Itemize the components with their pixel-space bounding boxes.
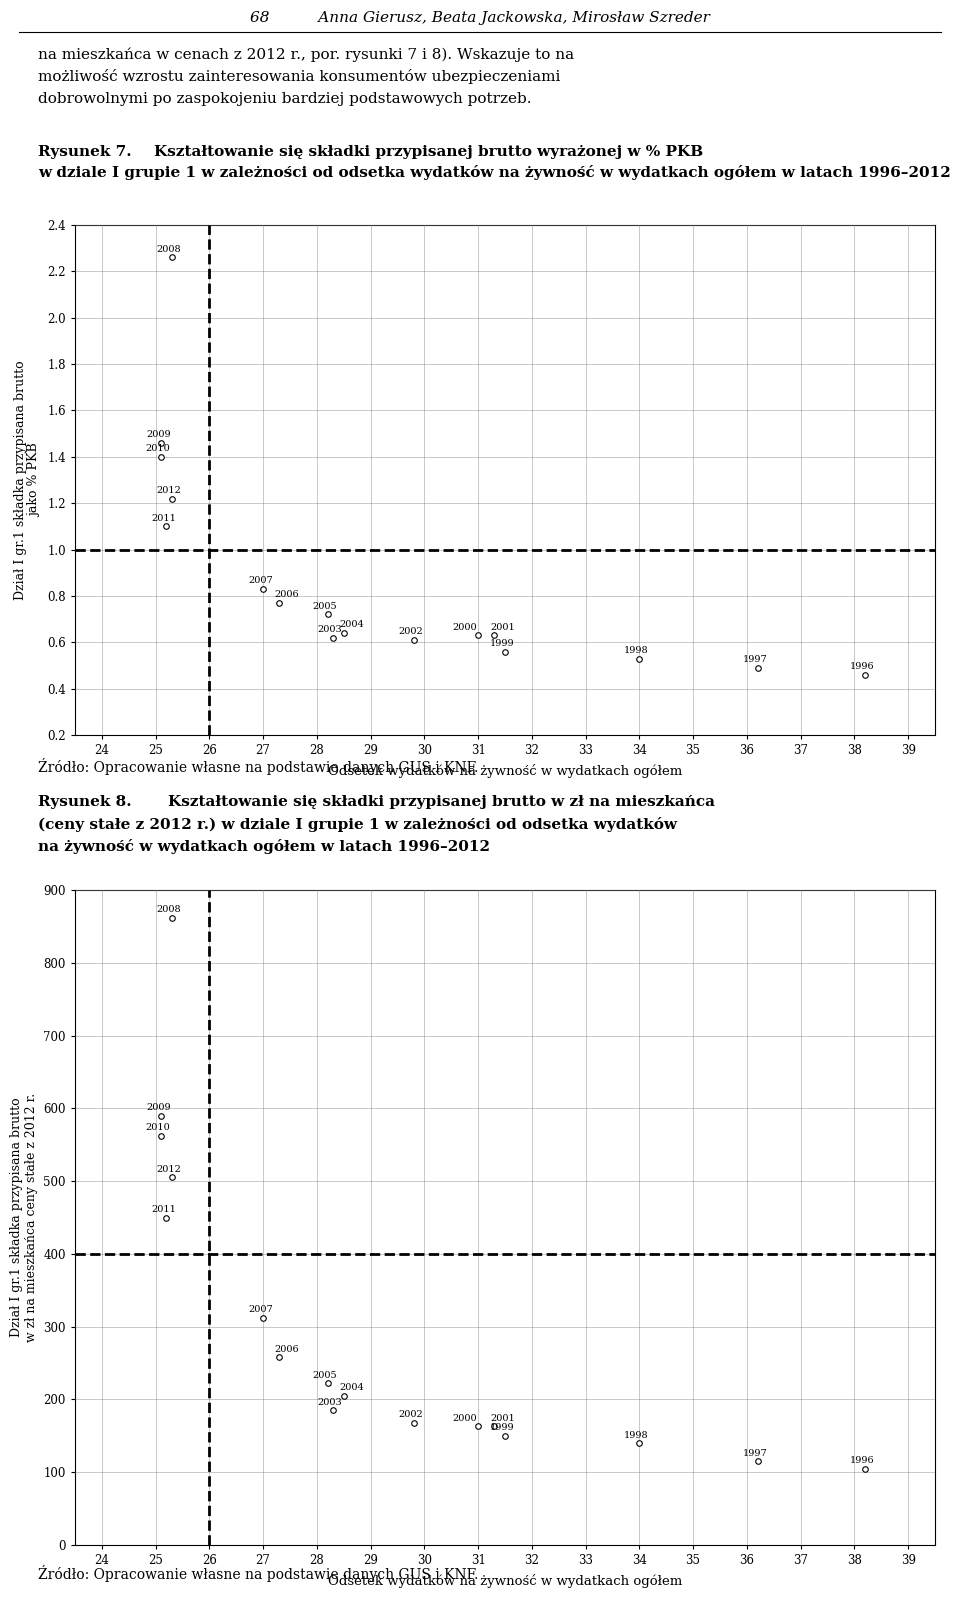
Text: 1998: 1998 [624,646,649,656]
Text: Rysunek 8.: Rysunek 8. [38,795,132,808]
Y-axis label: Dział I gr.1 składka przypisana brutto
w zł na mieszkańca ceny stałe z 2012 r.: Dział I gr.1 składka przypisana brutto w… [10,1093,37,1342]
Text: na mieszkańca w cenach z 2012 r., por. rysunki 7 i 8). Wskazuje to na: na mieszkańca w cenach z 2012 r., por. r… [38,48,574,63]
Text: Źródło: Opracowanie własne na podstawie danych GUS i KNF.: Źródło: Opracowanie własne na podstawie … [38,759,479,775]
Text: 2008: 2008 [156,905,181,914]
X-axis label: Odsetek wydatków na żywność w wydatkach ogółem: Odsetek wydatków na żywność w wydatkach … [328,1573,683,1588]
Text: 2008: 2008 [156,244,181,254]
Text: 2005: 2005 [313,603,337,611]
Text: 1998: 1998 [624,1430,649,1440]
Text: (ceny stałe z 2012 r.) w dziale I grupie 1 w zależności od odsetka wydatków: (ceny stałe z 2012 r.) w dziale I grupie… [38,816,678,832]
Text: 1996: 1996 [850,1456,875,1466]
Text: możliwość wzrostu zainteresowania konsumentów ubezpieczeniami: możliwość wzrostu zainteresowania konsum… [38,69,561,85]
Text: 2000: 2000 [452,624,476,632]
Text: 1997: 1997 [742,656,767,664]
Text: 2007: 2007 [248,577,273,585]
Text: 2007: 2007 [248,1305,273,1315]
Text: 2006: 2006 [274,1345,299,1353]
Text: 2010: 2010 [146,444,171,453]
Text: Kształtowanie się składki przypisanej brutto wyrażonej w % PKB: Kształtowanie się składki przypisanej br… [154,145,703,159]
Text: 2012: 2012 [156,1165,181,1175]
Text: 2009: 2009 [146,1102,171,1112]
Text: 2011: 2011 [151,514,176,522]
Text: 2009: 2009 [146,431,171,439]
Text: dobrowolnymi po zaspokojeniu bardziej podstawowych potrzeb.: dobrowolnymi po zaspokojeniu bardziej po… [38,92,532,106]
Text: 2001: 2001 [491,1414,515,1422]
Text: Źródło: Opracowanie własne na podstawie danych GUS i KNF.: Źródło: Opracowanie własne na podstawie … [38,1565,479,1581]
Text: 2003: 2003 [318,625,343,635]
Text: 2003: 2003 [318,1398,343,1406]
Text: 2012: 2012 [156,485,181,495]
X-axis label: Odsetek wydatków na żywność w wydatkach ogółem: Odsetek wydatków na żywność w wydatkach … [328,763,683,778]
Text: 68          Anna Gierusz, Beata Jackowska, Mirosław Szreder: 68 Anna Gierusz, Beata Jackowska, Mirosł… [250,11,710,26]
Text: 2004: 2004 [340,1384,365,1392]
Text: 1997: 1997 [742,1450,767,1458]
Text: 2011: 2011 [151,1205,176,1213]
Text: Kształtowanie się składki przypisanej brutto w zł na mieszkańca: Kształtowanie się składki przypisanej br… [168,795,715,808]
Text: 2000: 2000 [452,1414,476,1422]
Text: Rysunek 7.: Rysunek 7. [38,145,132,159]
Text: 2004: 2004 [340,620,365,630]
Text: na żywność w wydatkach ogółem w latach 1996–2012: na żywność w wydatkach ogółem w latach 1… [38,839,491,853]
Text: 2005: 2005 [313,1371,337,1380]
Text: 2010: 2010 [146,1123,171,1133]
Text: 2002: 2002 [398,1411,423,1419]
Text: w dziale I grupie 1 w zależności od odsetka wydatków na żywność w wydatkach ogół: w dziale I grupie 1 w zależności od odse… [38,166,951,180]
Text: 1999: 1999 [490,1424,515,1432]
Text: 1999: 1999 [490,640,515,648]
Y-axis label: Dział I gr.1 składka przypisana brutto
jako % PKB: Dział I gr.1 składka przypisana brutto j… [13,360,41,599]
Text: 2006: 2006 [274,590,299,599]
Text: 1996: 1996 [850,662,875,672]
Text: 2002: 2002 [398,627,423,636]
Text: 2001: 2001 [491,624,515,632]
